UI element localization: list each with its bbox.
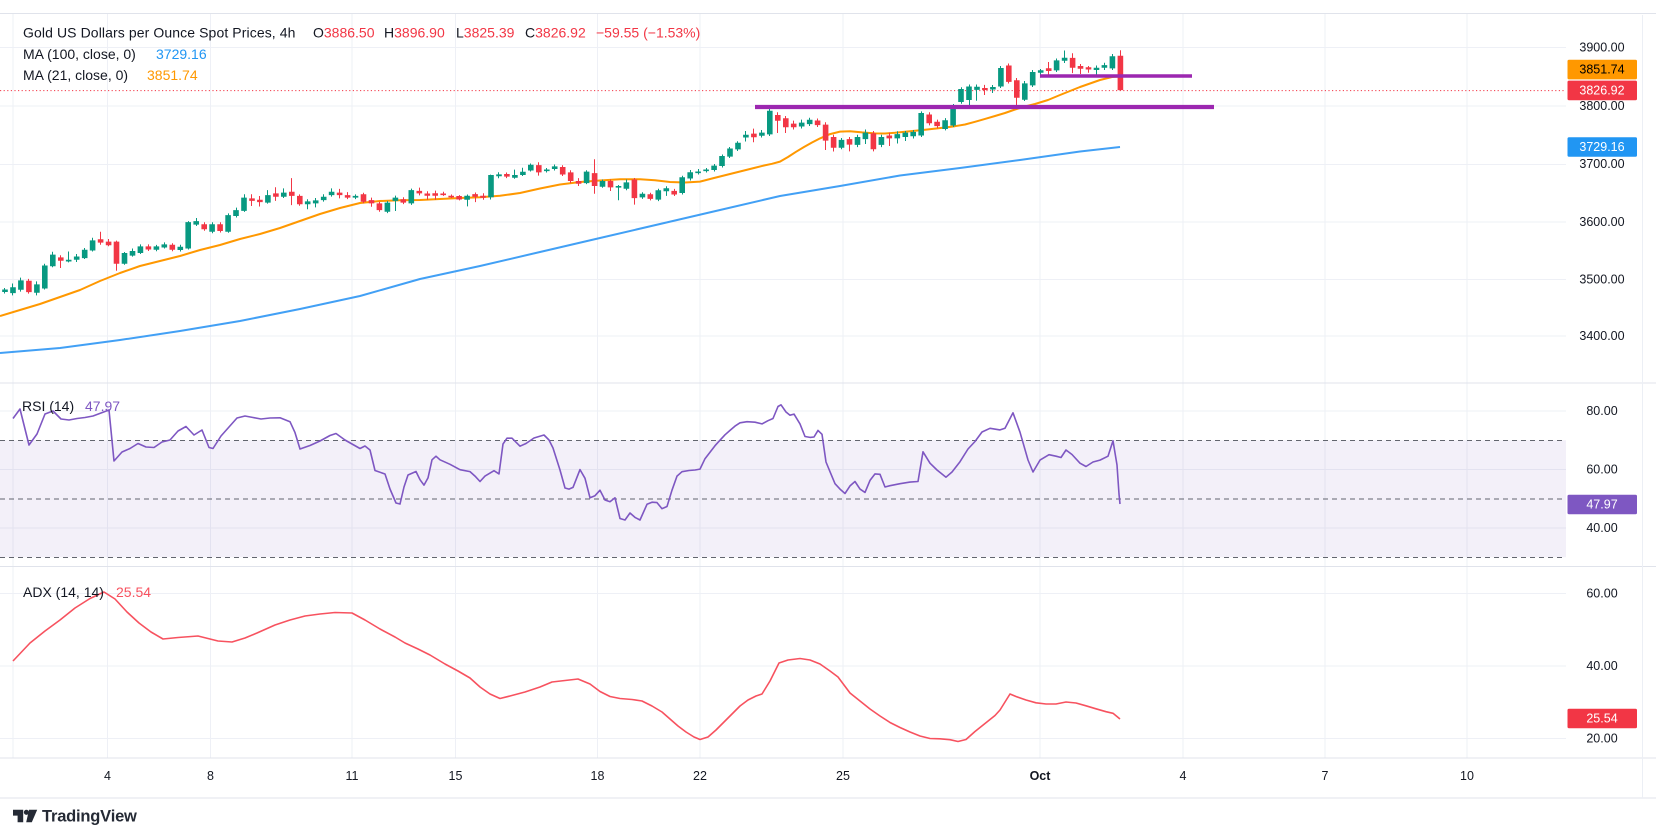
- svg-text:47.97: 47.97: [85, 398, 120, 414]
- svg-text:3826.92: 3826.92: [1579, 83, 1624, 97]
- svg-text:25: 25: [836, 769, 850, 783]
- svg-text:TradingView: TradingView: [42, 808, 137, 826]
- svg-text:MA (100, close, 0): MA (100, close, 0): [23, 46, 136, 62]
- svg-text:3729.16: 3729.16: [156, 46, 207, 62]
- svg-text:18: 18: [591, 769, 605, 783]
- svg-text:11: 11: [346, 769, 359, 783]
- svg-text:25.54: 25.54: [1586, 712, 1617, 726]
- svg-text:80.00: 80.00: [1586, 404, 1617, 418]
- svg-text:Gold US Dollars per Ounce Spot: Gold US Dollars per Ounce Spot Prices, 4…: [23, 25, 296, 41]
- svg-text:22: 22: [693, 769, 707, 783]
- svg-text:3729.16: 3729.16: [1579, 140, 1624, 154]
- svg-text:3600.00: 3600.00: [1579, 215, 1624, 229]
- svg-text:25.54: 25.54: [116, 584, 151, 600]
- svg-text:40.00: 40.00: [1586, 521, 1617, 535]
- svg-text:60.00: 60.00: [1586, 587, 1617, 601]
- svg-text:60.00: 60.00: [1586, 463, 1617, 477]
- svg-text:3851.74: 3851.74: [147, 67, 198, 83]
- svg-text:3851.74: 3851.74: [1579, 63, 1624, 77]
- svg-text:20.00: 20.00: [1586, 731, 1617, 745]
- svg-text:7: 7: [1322, 769, 1329, 783]
- svg-text:4: 4: [1180, 769, 1187, 783]
- svg-text:Oct: Oct: [1030, 769, 1052, 783]
- svg-text:3900.00: 3900.00: [1579, 41, 1624, 55]
- svg-text:4: 4: [104, 769, 111, 783]
- svg-text:3800.00: 3800.00: [1579, 99, 1624, 113]
- svg-text:40.00: 40.00: [1586, 659, 1617, 673]
- svg-text:47.97: 47.97: [1586, 498, 1617, 512]
- svg-text:10: 10: [1460, 769, 1474, 783]
- svg-text:3500.00: 3500.00: [1579, 273, 1624, 287]
- svg-text:MA (21, close, 0): MA (21, close, 0): [23, 67, 128, 83]
- svg-text:15: 15: [449, 769, 463, 783]
- svg-text:RSI (14): RSI (14): [22, 398, 74, 414]
- svg-text:3700.00: 3700.00: [1579, 157, 1624, 171]
- svg-text:3400.00: 3400.00: [1579, 329, 1624, 343]
- svg-text:8: 8: [207, 769, 214, 783]
- svg-text:ADX (14, 14): ADX (14, 14): [23, 584, 104, 600]
